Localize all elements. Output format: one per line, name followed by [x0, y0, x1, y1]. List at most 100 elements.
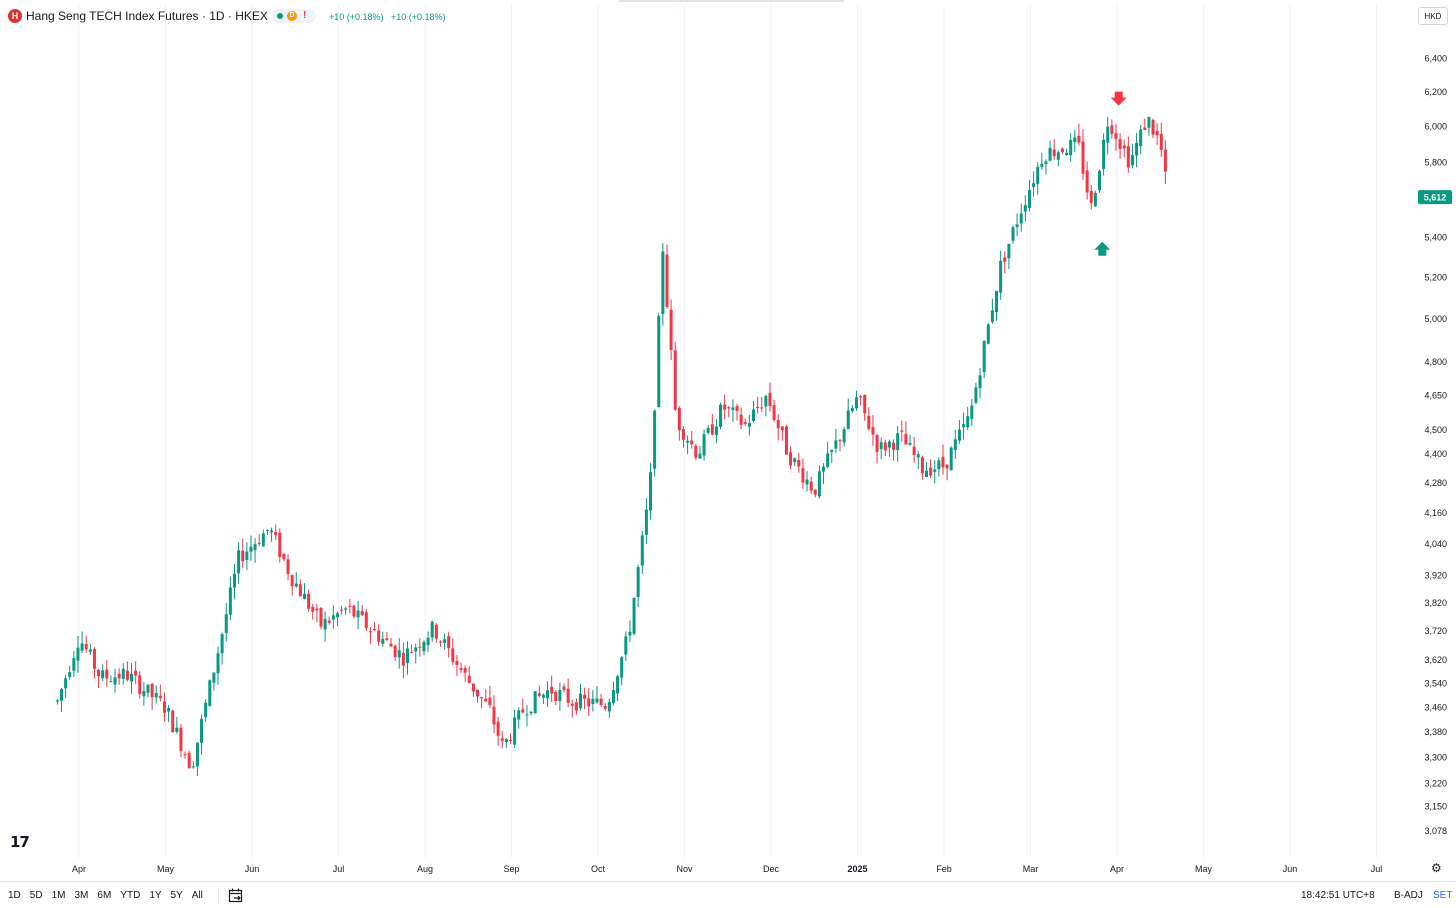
- candle: [1052, 138, 1056, 160]
- candle: [813, 489, 817, 498]
- candle: [599, 693, 603, 707]
- candle: [348, 599, 352, 614]
- candle: [756, 396, 760, 414]
- range-button-1d[interactable]: 1D: [8, 890, 21, 901]
- candle: [117, 668, 121, 685]
- candle: [822, 463, 826, 485]
- warning-icon: !: [303, 10, 307, 21]
- drag-handle[interactable]: [618, 0, 844, 2]
- candle: [517, 707, 521, 729]
- candle: [892, 439, 896, 461]
- y-tick-label: 4,280: [1424, 478, 1447, 488]
- candle: [68, 665, 72, 681]
- candle: [1139, 124, 1143, 155]
- candle: [1135, 133, 1139, 168]
- candle: [1077, 123, 1081, 146]
- price-axis[interactable]: 6,400 6,200 6,000 5,800 5,400 5,200 5,000 4,800…: [1424, 53, 1447, 835]
- range-button-5d[interactable]: 5D: [29, 890, 43, 901]
- candle: [665, 244, 669, 309]
- price-chart[interactable]: 6,400 6,200 6,000 5,800 5,400 5,200 5,000 4,800…: [0, 0, 1456, 881]
- session-toggle[interactable]: SET: [1433, 890, 1453, 901]
- candle: [257, 534, 261, 547]
- candle: [929, 459, 933, 479]
- chart-header: H Hang Seng TECH Index Futures · 1D · HK…: [0, 0, 1456, 32]
- candle: [912, 437, 916, 464]
- candle: [570, 699, 574, 718]
- time-axis[interactable]: Apr May Jun Jul Aug Sep Oct Nov Dec 2025 Feb Mar Apr…: [72, 864, 1382, 874]
- candle: [150, 682, 154, 710]
- candle: [801, 458, 805, 489]
- range-button-1m[interactable]: 1M: [51, 890, 66, 901]
- candle: [809, 476, 813, 494]
- clock[interactable]: 18:42:51 UTC+8: [1301, 890, 1375, 901]
- candle: [294, 572, 298, 588]
- range-button-1y[interactable]: 1Y: [149, 890, 162, 901]
- currency-button[interactable]: HKD: [1418, 7, 1448, 25]
- candle: [430, 620, 434, 643]
- candle: [311, 604, 315, 620]
- y-tick-label: 3,820: [1424, 598, 1447, 608]
- market-open-dot-icon: [277, 13, 283, 19]
- y-tick-label: 4,650: [1424, 391, 1447, 401]
- candle: [426, 631, 430, 653]
- candle: [1143, 118, 1147, 131]
- range-button-6m[interactable]: 6M: [97, 890, 112, 901]
- bottom-toolbar: 1D 5D 1M 3M 6M YTD 1Y 5Y All 18:42:51 UTC+8 B-AD…: [0, 881, 1456, 908]
- candle: [1147, 116, 1151, 136]
- y-tick-label: 4,500: [1424, 425, 1447, 435]
- candle: [1085, 161, 1089, 200]
- candle: [562, 683, 566, 693]
- candle: [657, 312, 661, 408]
- candle: [443, 633, 447, 650]
- candle: [467, 666, 471, 684]
- y-tick-label: 4,400: [1424, 449, 1447, 459]
- candle: [1159, 122, 1163, 157]
- range-button-5y[interactable]: 5Y: [170, 890, 183, 901]
- candle: [953, 429, 957, 459]
- market-status-pill[interactable]: D !: [272, 9, 316, 23]
- candle: [900, 420, 904, 442]
- range-button-ytd[interactable]: YTD: [120, 890, 141, 901]
- candle: [640, 530, 644, 574]
- candle: [644, 498, 648, 545]
- candle: [620, 656, 624, 686]
- y-tick-label: 4,040: [1424, 539, 1447, 549]
- candle: [879, 437, 883, 460]
- candle: [624, 631, 628, 661]
- candle: [138, 671, 142, 699]
- candle: [867, 407, 871, 431]
- range-button-all[interactable]: All: [191, 890, 203, 901]
- candle: [945, 464, 949, 481]
- candle: [88, 643, 92, 655]
- candle: [669, 299, 673, 361]
- candle: [212, 672, 216, 691]
- candle: [883, 439, 887, 456]
- candle: [447, 631, 451, 658]
- candle: [1102, 133, 1106, 176]
- adjustment-toggle[interactable]: B-ADJ: [1394, 890, 1423, 901]
- candle: [817, 465, 821, 499]
- y-tick-label: 3,380: [1424, 727, 1447, 737]
- symbol-title[interactable]: Hang Seng TECH Index Futures · 1D · HKEX: [26, 9, 268, 23]
- candle: [327, 616, 331, 625]
- y-tick-label: 5,000: [1424, 314, 1447, 324]
- last-price-bg: [1418, 190, 1452, 205]
- y-tick-label: 3,460: [1424, 702, 1447, 712]
- gear-icon[interactable]: ⚙: [1431, 861, 1442, 875]
- range-button-3m[interactable]: 3M: [74, 890, 89, 901]
- arrow-down-icon: [1110, 91, 1127, 106]
- candle: [323, 611, 327, 642]
- candle: [554, 690, 558, 706]
- candle: [1106, 116, 1110, 155]
- candle: [274, 524, 278, 541]
- candle: [747, 414, 751, 436]
- candle: [908, 434, 912, 446]
- candle: [859, 395, 863, 406]
- calendar-goto-icon[interactable]: [228, 888, 244, 903]
- candle: [587, 688, 591, 717]
- candle: [142, 682, 146, 706]
- candle: [962, 412, 966, 440]
- candle: [179, 724, 183, 758]
- candle: [776, 414, 780, 441]
- candle: [1032, 171, 1036, 197]
